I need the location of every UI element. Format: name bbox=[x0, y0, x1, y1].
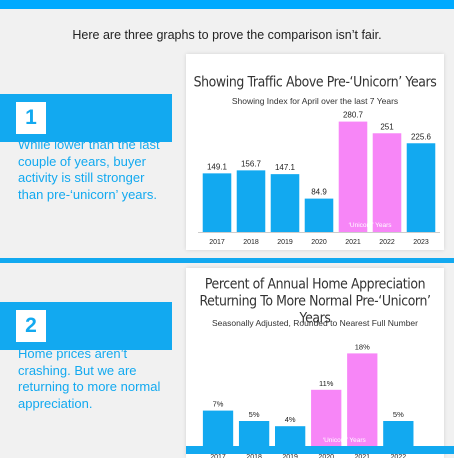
chart-1-bar-2017 bbox=[202, 173, 232, 232]
chart-1-bar-2018 bbox=[236, 170, 266, 232]
chart-1-subtitle: Showing Index for April over the last 7 … bbox=[231, 96, 399, 106]
intro-text: Here are three graphs to prove the compa… bbox=[72, 28, 382, 42]
chart-1-data-label-2022: 251 bbox=[380, 122, 394, 131]
chart-2-data-label-2021: 18% bbox=[355, 342, 370, 351]
chart-1-data-label-2019: 147.1 bbox=[275, 163, 296, 172]
chart-1-data-label-2017: 149.1 bbox=[207, 162, 228, 171]
chart-2-data-label-2020: 11% bbox=[319, 379, 334, 388]
chart-1-tick-2020: 2020 bbox=[311, 239, 327, 246]
chart-2-bar-2019 bbox=[275, 426, 306, 447]
section-2-number: 2 bbox=[16, 310, 46, 342]
chart-1-tick-2022: 2022 bbox=[379, 239, 395, 246]
section-2-number-bar: 2 bbox=[0, 302, 172, 350]
chart-2-data-label-2022: 5% bbox=[393, 410, 404, 419]
chart-2-tick-2018: 2018 bbox=[246, 454, 262, 458]
chart-2-subtitle: Seasonally Adjusted, Rounded to Nearest … bbox=[211, 318, 418, 328]
chart-1-plot: 149.1 2017 156.7 2018 147.1 2019 84.9 2020 280.7… bbox=[198, 111, 440, 246]
chart-1-data-label-2021: 280.7 bbox=[343, 111, 364, 120]
chart-2-bar-2021 bbox=[347, 353, 378, 447]
chart-1-data-label-2023: 225.6 bbox=[411, 132, 432, 141]
section-2-text: Home prices aren’t crashing. But we are … bbox=[18, 346, 161, 411]
chart-2-plot: 7% 2017 5% 2018 4% 2019 11% 2020 18% 2021 5% 2022 ‘U… bbox=[198, 342, 440, 458]
chart-1-bar-2020 bbox=[304, 198, 334, 232]
section-divider bbox=[0, 258, 454, 263]
chart-2-bar-2020 bbox=[311, 389, 342, 447]
section-1-number: 1 bbox=[16, 102, 46, 134]
chart-2-bar-2022 bbox=[383, 421, 414, 447]
chart-1-bar-2021 bbox=[338, 121, 368, 232]
chart-1-annotation: ‘Unicorn’ Years bbox=[348, 222, 392, 229]
chart-1-tick-2019: 2019 bbox=[277, 239, 293, 246]
chart-1-tick-2021: 2021 bbox=[345, 239, 361, 246]
chart-2-card: Percent of Annual Home Appreciation Retu… bbox=[186, 268, 444, 458]
chart-2-tick-2019: 2019 bbox=[282, 454, 298, 458]
chart-2-data-label-2017: 7% bbox=[213, 400, 224, 409]
section-1-text: While lower than the last couple of year… bbox=[18, 137, 160, 202]
chart-1-title: Showing Traffic Above Pre-‘Unicorn’ Year… bbox=[193, 73, 437, 90]
chart-1-tick-2023: 2023 bbox=[413, 239, 429, 246]
chart-2-title: Percent of Annual Home Appreciation Retu… bbox=[186, 275, 444, 325]
chart-2-data-label-2019: 4% bbox=[285, 415, 296, 424]
chart-2-tick-2020: 2020 bbox=[318, 454, 334, 458]
chart-1-card: Showing Traffic Above Pre-‘Unicorn’ Year… bbox=[186, 54, 444, 250]
chart-1-data-label-2018: 156.7 bbox=[241, 159, 262, 168]
chart-2-tick-2021: 2021 bbox=[354, 454, 370, 458]
bottom-accent-bar bbox=[186, 446, 454, 454]
chart-1-bar-2023 bbox=[406, 143, 436, 232]
section-1-number-bar: 1 bbox=[0, 94, 172, 142]
chart-2-bar-2018 bbox=[238, 421, 270, 447]
chart-2-tick-2017: 2017 bbox=[210, 454, 226, 458]
chart-1-tick-2017: 2017 bbox=[209, 239, 225, 246]
chart-1-bar-2022 bbox=[372, 133, 402, 232]
top-accent-bar bbox=[0, 0, 454, 9]
chart-2-title-line-1: Percent of Annual Home Appreciation bbox=[204, 275, 426, 293]
chart-2-bar-2017 bbox=[202, 410, 234, 447]
chart-2-annotation: ‘Unicorn’ Years bbox=[323, 437, 367, 444]
chart-1-tick-2018: 2018 bbox=[243, 239, 259, 246]
chart-1-bar-2019 bbox=[270, 174, 300, 232]
chart-1-data-label-2020: 84.9 bbox=[311, 188, 327, 197]
chart-2-tick-2022: 2022 bbox=[391, 454, 407, 458]
chart-2-data-label-2018: 5% bbox=[249, 410, 260, 419]
chart-2-title-line-2: Returning To More Normal Pre-‘Unicorn’ Y… bbox=[199, 292, 431, 326]
